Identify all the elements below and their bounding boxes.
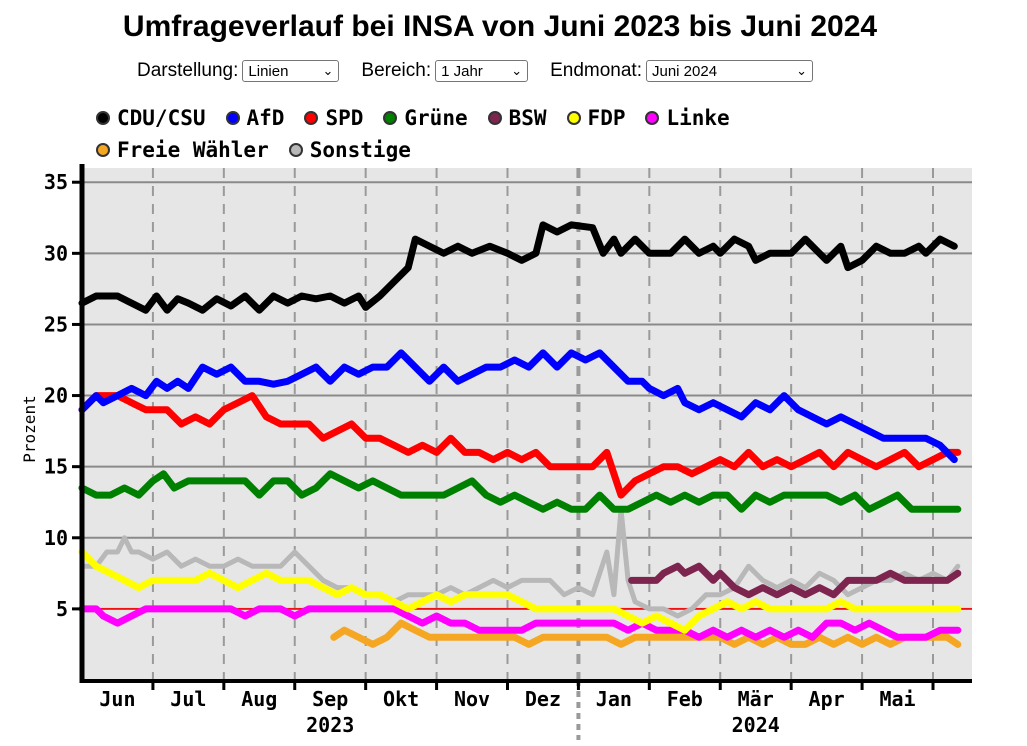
legend-item[interactable]: Linke — [645, 102, 730, 134]
x-tick-label: Dez — [525, 687, 561, 711]
plot-background — [82, 168, 972, 680]
series-line-linke — [78, 605, 962, 641]
legend-item[interactable]: Sonstige — [288, 134, 411, 166]
x-tick-label: Apr — [809, 687, 845, 711]
series-line-freie-w-hler — [330, 619, 962, 648]
series-line-afd — [78, 349, 958, 464]
legend-item[interactable]: CDU/CSU — [96, 102, 206, 134]
series-line-spd — [78, 392, 962, 499]
legend-item[interactable]: BSW — [487, 102, 547, 134]
y-tick-label: 25 — [44, 312, 68, 336]
legend-item[interactable]: AfD — [225, 102, 285, 134]
y-tick-label: 35 — [44, 170, 68, 194]
x-tick-label: Sep — [312, 687, 348, 711]
darstellung-label: Darstellung: — [137, 60, 239, 81]
endmonat-label: Endmonat: — [550, 60, 642, 81]
legend-swatch — [487, 111, 502, 125]
legend-label: CDU/CSU — [117, 106, 206, 130]
bereich-value: 1 Jahr — [441, 62, 483, 80]
bereich-label: Bereich: — [361, 60, 432, 81]
legend-swatch — [225, 111, 240, 125]
series-line-fdp — [78, 548, 962, 634]
endmonat-select[interactable]: Juni 2024 ⌄ — [646, 60, 813, 82]
legend-label: FDP — [587, 106, 626, 130]
series-line-gr-ne — [78, 470, 962, 513]
y-tick-label: 15 — [44, 455, 68, 479]
x-tick-label: Nov — [454, 687, 490, 711]
endmonat-value: Juni 2024 — [652, 62, 718, 80]
x-tick-label: Okt — [383, 687, 419, 711]
year-label: 2024 — [732, 713, 780, 737]
legend-label: BSW — [508, 106, 547, 130]
x-tick-label: Jun — [99, 687, 135, 711]
legend-item[interactable]: Freie Wähler — [96, 134, 269, 166]
legend-item[interactable]: SPD — [304, 102, 363, 134]
y-tick-label: 10 — [44, 526, 68, 550]
chevron-down-icon: ⌄ — [796, 63, 807, 78]
legend-label: Freie Wähler — [117, 138, 269, 162]
chart-title: Umfrageverlauf bei INSA von Juni 2023 bi… — [122, 10, 878, 43]
x-tick-label: Aug — [241, 687, 277, 711]
series-line-sonstige — [79, 506, 961, 619]
x-tick-label: Mai — [879, 687, 915, 711]
bereich-select[interactable]: 1 Jahr ⌄ — [435, 60, 529, 82]
y-tick-label: 5 — [56, 597, 68, 621]
darstellung-select[interactable]: Linien ⌄ — [242, 60, 340, 82]
darstellung-value: Linien — [248, 62, 289, 80]
y-tick-label: 20 — [44, 384, 68, 408]
legend-item[interactable]: Grüne — [383, 102, 468, 134]
legend-swatch — [96, 111, 110, 125]
x-tick-label: Jul — [170, 687, 206, 711]
chart-legend: CDU/CSU AfD SPD Grüne BSW FDP Linke Freie Wähle… — [96, 102, 856, 166]
legend-label: Sonstige — [309, 138, 411, 162]
legend-swatch — [96, 143, 110, 157]
legend-label: SPD — [325, 106, 364, 130]
legend-swatch — [566, 111, 581, 125]
x-tick-label: Mär — [738, 687, 774, 711]
legend-label: AfD — [246, 106, 285, 130]
legend-swatch — [288, 143, 303, 157]
chevron-down-icon: ⌄ — [322, 63, 334, 78]
legend-swatch — [383, 111, 398, 125]
x-tick-label: Jan — [596, 687, 632, 711]
legend-item[interactable]: FDP — [566, 102, 626, 134]
year-label: 2023 — [306, 713, 354, 737]
series-line-bsw — [628, 562, 962, 599]
legend-swatch — [304, 111, 319, 125]
series-line-cdu-csu — [78, 221, 958, 314]
x-tick-label: Feb — [667, 687, 703, 711]
legend-swatch — [645, 111, 660, 125]
chevron-down-icon: ⌄ — [511, 63, 523, 78]
y-tick-label: 30 — [44, 241, 68, 265]
y-axis-label: Prozent — [20, 395, 39, 462]
legend-label: Grüne — [404, 106, 468, 130]
legend-label: Linke — [666, 106, 730, 130]
controls-bar: Darstellung: Linien ⌄ Bereich: 1 Jahr ⌄ … — [137, 60, 835, 82]
